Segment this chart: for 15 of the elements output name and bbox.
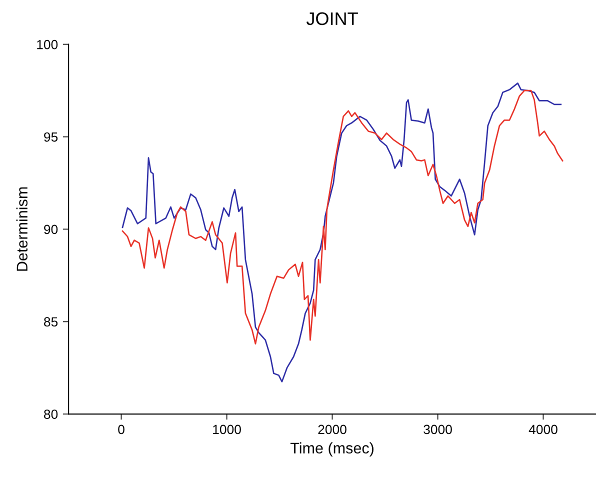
line-series [122,82,562,382]
y-axis-title: Determinism [16,187,28,271]
x-tick-label: 1000 [213,424,241,434]
y-tick-label: 85 [44,317,58,327]
x-tick-label: 3000 [424,424,452,434]
y-tick-label: 80 [44,410,58,419]
y-tick-label: 100 [37,40,58,50]
x-axis-title: Time (msec) [290,442,374,457]
x-tick-label: 0 [118,424,124,434]
y-tick-label: 90 [44,224,58,234]
line-series [122,90,564,344]
y-tick-label: 95 [44,132,58,142]
chart-title: JOINT [306,12,358,26]
x-tick-label: 2000 [318,424,346,434]
x-tick-label: 4000 [528,424,558,434]
